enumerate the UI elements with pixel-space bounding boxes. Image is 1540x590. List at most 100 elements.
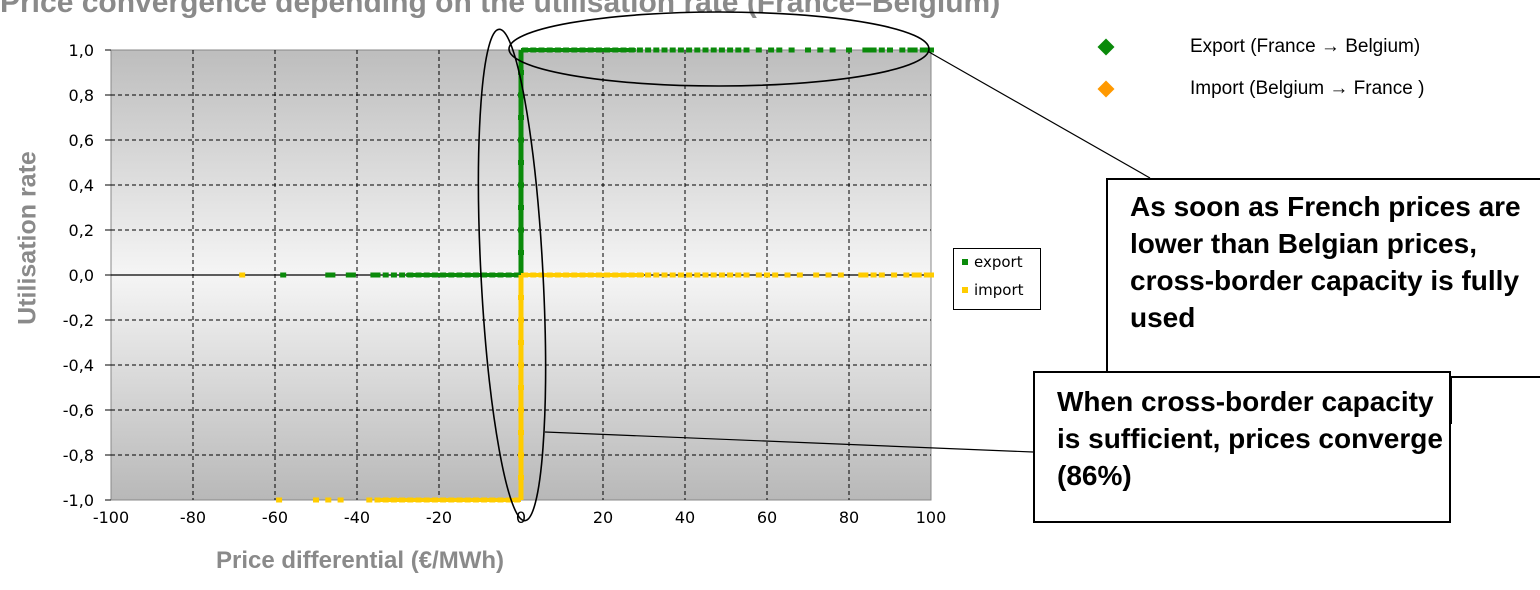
import-point [366, 497, 373, 503]
import-point [928, 272, 934, 278]
y-tick-label: -0,6 [63, 401, 94, 420]
y-axis-title: Utilisation rate [8, 48, 48, 428]
export-point [653, 47, 660, 53]
export-point [805, 47, 811, 53]
annotation-converge: When cross-border capacity is sufficient… [1033, 371, 1451, 523]
import-point [878, 272, 885, 278]
export-point [776, 47, 783, 53]
import-point [239, 272, 246, 278]
import-point [755, 272, 762, 278]
export-point [919, 47, 926, 53]
export-point [710, 47, 717, 53]
export-point [686, 47, 693, 53]
import-point [325, 497, 332, 503]
annotation-shapes [477, 11, 1151, 522]
x-tick-label: 40 [675, 508, 695, 527]
export-marker [962, 259, 968, 265]
legend-label-export: export [974, 253, 1023, 271]
legend-label-import: import [974, 281, 1024, 299]
export-point [928, 47, 934, 53]
x-axis-title: Price differential (€/MWh) [215, 547, 505, 574]
import-point [772, 272, 779, 278]
connector-top [928, 51, 1151, 179]
import-point [813, 272, 820, 278]
export-point [907, 47, 914, 53]
import-point [276, 497, 283, 503]
export-point [862, 47, 869, 53]
export-point [887, 47, 893, 53]
export-point [727, 47, 734, 53]
import-point [915, 272, 922, 278]
x-tick-label: -100 [93, 508, 129, 527]
export-point [911, 47, 918, 53]
x-tick-label: -60 [262, 508, 288, 527]
hidden-box-edge [1451, 377, 1540, 424]
green-diamond-icon [1097, 38, 1115, 56]
import-point [903, 272, 910, 278]
y-tick-label: -0,4 [63, 356, 94, 375]
converge-ellipse [477, 28, 547, 522]
y-axis-title-text: Utilisation rate [13, 151, 42, 325]
export-point [718, 47, 725, 53]
import-point [837, 272, 844, 278]
export-point [669, 47, 676, 53]
import-point [702, 272, 709, 278]
page-title: Price convergence depending on the utili… [0, 0, 1000, 20]
import-point [686, 272, 693, 278]
chart-legend: export import [953, 248, 1041, 310]
export-point [349, 272, 356, 278]
x-tick-label: 0 [516, 508, 526, 527]
side-legend-export: Export (France → Belgium) [1085, 32, 1535, 62]
orange-diamond-icon [1097, 80, 1115, 98]
export-point [280, 272, 287, 278]
export-point [878, 47, 885, 53]
import-point [923, 272, 930, 278]
export-ellipse [508, 11, 930, 87]
import-point [710, 272, 717, 278]
x-tick-label: -40 [344, 508, 370, 527]
import-point [796, 272, 803, 278]
x-tick-label: 100 [916, 508, 947, 527]
y-tick-label: 0,4 [69, 176, 94, 195]
export-point [735, 47, 742, 53]
export-point [694, 47, 701, 53]
axis-ticks: 1,0 0,8 0,6 0,4 0,2 0,0 -0,2 -0,4 -0,6 -0,8 -1,0-1… [63, 41, 946, 527]
import-point [677, 272, 684, 278]
export-point [345, 272, 352, 278]
import-point [911, 272, 918, 278]
side-legend-export-label: Export (France → Belgium) [1190, 36, 1421, 57]
export-point [677, 47, 684, 53]
export-point [923, 47, 930, 53]
import-point [694, 272, 701, 278]
import-point [661, 272, 668, 278]
import-point [727, 272, 734, 278]
export-point [817, 47, 824, 53]
export-point [374, 272, 381, 278]
legend-entry-export: export [962, 251, 1023, 273]
y-tick-label: 0,6 [69, 131, 94, 150]
export-point [325, 272, 332, 278]
y-tick-label: 0,2 [69, 221, 94, 240]
annotation-full-use-text: As soon as French prices are lower than … [1130, 191, 1521, 333]
import-point [858, 272, 865, 278]
import-point [784, 272, 791, 278]
export-point [829, 47, 836, 53]
connector-bottom [544, 431, 1034, 453]
export-point [645, 47, 652, 53]
export-point [390, 272, 397, 278]
export-point [636, 47, 643, 53]
annotation-converge-text: When cross-border capacity is sufficient… [1057, 386, 1443, 491]
export-point [370, 272, 377, 278]
x-tick-label: -20 [426, 508, 452, 527]
import-point [862, 272, 869, 278]
import-point [718, 272, 725, 278]
export-point [846, 47, 852, 53]
export-point [768, 47, 775, 53]
page-title-text: Price convergence depending on the utili… [0, 0, 1001, 19]
side-legend-import-label: Import (Belgium → France ) [1190, 78, 1425, 99]
export-point [743, 47, 750, 53]
y-tick-label: -0,8 [63, 446, 94, 465]
import-point [743, 272, 750, 278]
export-point [329, 272, 336, 278]
